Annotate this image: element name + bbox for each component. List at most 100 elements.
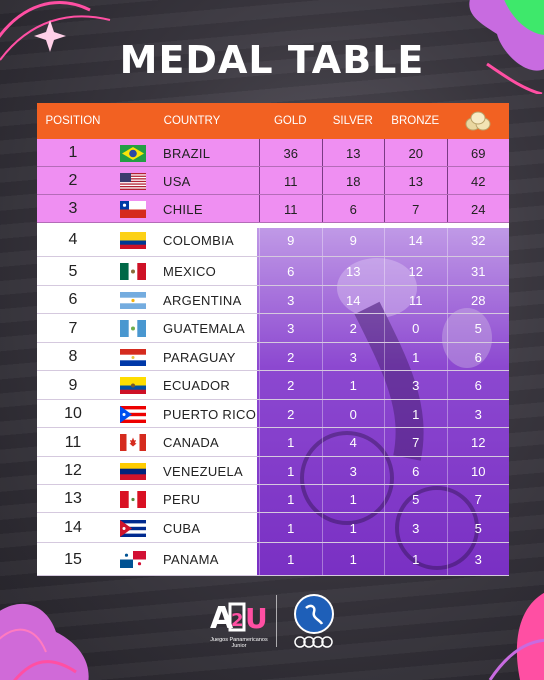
row-divider [37, 427, 509, 428]
ecuador-flag-icon [109, 377, 157, 394]
row-gold: 11 [259, 167, 322, 195]
row-silver: 2 [321, 314, 385, 343]
table-row: 14 CUBA 1 1 3 5 [37, 513, 509, 543]
row-bronze: 13 [384, 167, 447, 195]
row-silver: 1 [321, 371, 385, 400]
row-bronze: 3 [384, 371, 447, 400]
row-gold: 2 [259, 400, 322, 428]
row-gold: 3 [259, 286, 322, 314]
brazil-flag-icon [109, 144, 157, 162]
medal-table: POSITION COUNTRY GOLD SILVER BRONZE 1 BRA… [37, 103, 509, 576]
table-row: 9 ECUADOR 2 1 3 6 [37, 371, 509, 400]
row-total: 5 [446, 314, 510, 343]
row-total: 28 [446, 286, 510, 314]
row-silver: 4 [321, 428, 385, 457]
row-total: 12 [446, 428, 510, 457]
row-position: 3 [68, 200, 78, 217]
row-country: CUBA [163, 520, 201, 536]
row-bronze: 12 [384, 257, 447, 286]
header-country: COUNTRY [163, 115, 221, 127]
guatemala-flag-icon [109, 320, 157, 337]
row-silver: 9 [321, 223, 385, 257]
row-position: 13 [64, 490, 82, 507]
row-position: 14 [64, 519, 82, 536]
row-total: 69 [446, 139, 510, 167]
table-row: 13 PERU 1 1 5 7 [37, 485, 509, 513]
paraguay-flag-icon [109, 348, 157, 366]
row-silver: 18 [321, 167, 385, 195]
chile-flag-icon [109, 200, 157, 218]
table-row: 7 GUATEMALA 3 2 0 5 [37, 314, 509, 343]
row-position: 1 [68, 144, 78, 161]
row-total: 3 [446, 543, 510, 576]
row-divider [37, 256, 509, 257]
row-gold: 9 [259, 223, 322, 257]
row-total: 7 [446, 485, 510, 513]
table-row: 12 VENEZUELA 1 3 6 10 [37, 457, 509, 485]
row-silver: 1 [321, 543, 385, 576]
row-divider [37, 370, 509, 371]
page-title: MEDAL TABLE [119, 38, 425, 82]
table-row: 15 PANAMA 1 1 1 3 [37, 543, 509, 576]
row-silver: 13 [321, 139, 385, 167]
row-divider [37, 575, 509, 576]
row-total: 24 [446, 195, 510, 223]
row-gold: 1 [259, 428, 322, 457]
row-divider [37, 222, 509, 223]
row-gold: 11 [259, 195, 322, 223]
row-divider [37, 542, 509, 543]
peru-flag-icon [109, 490, 157, 508]
row-position: 11 [64, 433, 82, 451]
row-position: 6 [68, 291, 78, 308]
row-total: 10 [446, 457, 510, 485]
argentina-flag-icon [109, 291, 157, 309]
row-position: 2 [68, 172, 78, 189]
row-bronze: 1 [384, 400, 447, 428]
row-total: 42 [446, 167, 510, 195]
venezuela-flag-icon [109, 462, 157, 480]
row-divider [37, 512, 509, 513]
row-bronze: 1 [384, 543, 447, 576]
row-position: 8 [68, 348, 78, 365]
row-country: PUERTO RICO [163, 406, 257, 422]
row-country: ECUADOR [163, 378, 231, 393]
row-bronze: 7 [384, 428, 447, 457]
header-position: POSITION [45, 115, 101, 127]
row-country: PARAGUAY [163, 349, 236, 365]
row-position: 15 [64, 550, 82, 568]
row-silver: 1 [321, 513, 385, 543]
table-header: POSITION COUNTRY GOLD SILVER BRONZE [37, 103, 509, 139]
row-gold: 36 [259, 139, 322, 167]
table-row: 1 BRAZIL 36 13 20 69 [37, 139, 509, 167]
row-total: 6 [446, 343, 510, 371]
row-total: 3 [446, 400, 510, 428]
canada-flag-icon [109, 434, 157, 451]
cyclist-silhouette [300, 258, 492, 570]
row-silver: 13 [321, 257, 385, 286]
row-bronze: 6 [384, 457, 447, 485]
row-position: 9 [68, 376, 78, 394]
medals-stack-icon [447, 110, 510, 132]
table-row: 2 USA 11 18 13 42 [37, 167, 509, 195]
row-gold: 1 [259, 543, 322, 576]
row-position: 12 [64, 462, 82, 479]
header-silver: SILVER [332, 115, 373, 127]
table-row: 11 CANADA 1 4 7 12 [37, 428, 509, 457]
cuba-flag-icon [109, 519, 157, 537]
table-row: 3 CHILE 11 6 7 24 [37, 195, 509, 223]
row-bronze: 14 [384, 223, 447, 257]
row-gold: 1 [259, 457, 322, 485]
svg-text:2: 2 [231, 610, 244, 631]
row-total: 6 [446, 371, 510, 400]
row-gold: 1 [259, 485, 322, 513]
row-divider [37, 285, 509, 286]
row-total: 5 [446, 513, 510, 543]
row-bronze: 0 [384, 314, 447, 343]
row-position: 5 [68, 262, 78, 280]
panama-flag-icon [109, 551, 157, 568]
row-divider [37, 166, 509, 167]
table-row: 5 MEXICO 6 13 12 31 [37, 257, 509, 286]
header-bronze: BRONZE [391, 115, 440, 127]
colombia-flag-icon [109, 231, 157, 249]
usa-flag-icon [109, 172, 157, 190]
